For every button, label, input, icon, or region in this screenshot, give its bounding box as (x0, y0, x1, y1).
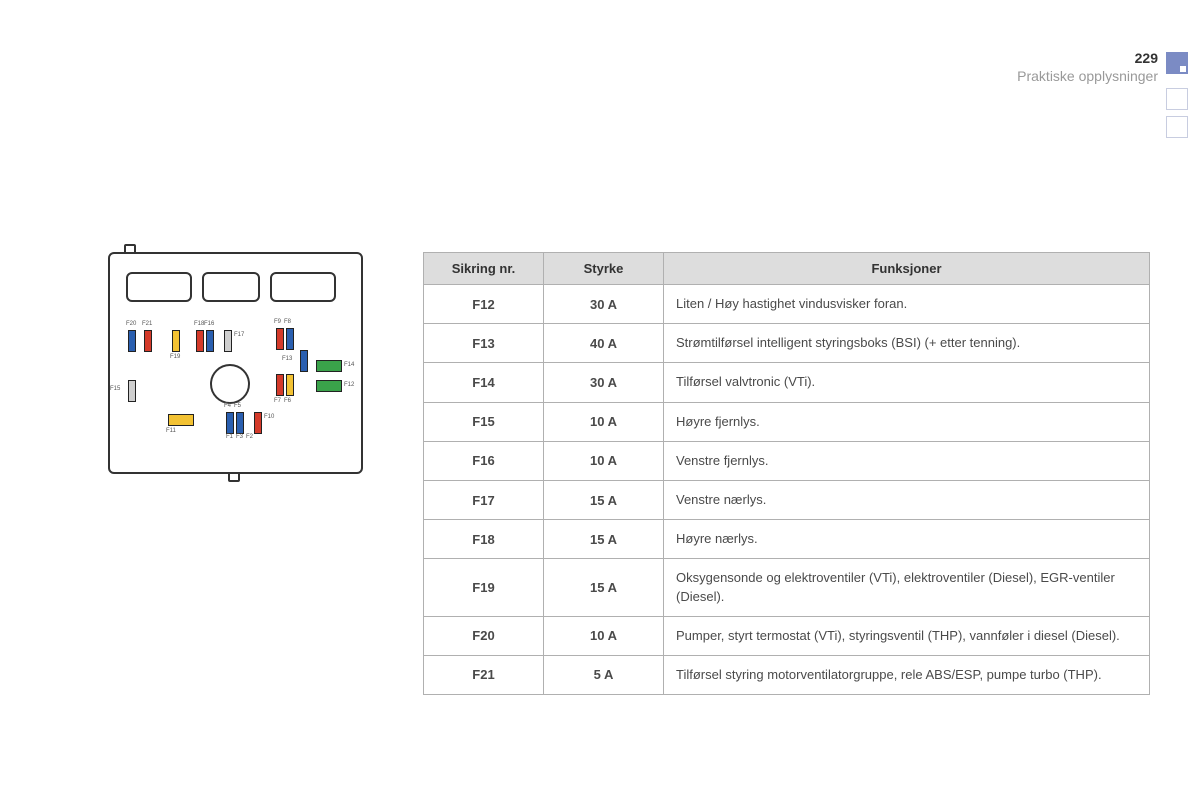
table-header-rating: Styrke (544, 253, 664, 285)
table-header-func: Funksjoner (664, 253, 1150, 285)
fuse-rating: 10 A (544, 616, 664, 655)
fuse-slot (206, 330, 214, 352)
page-number: 229 (1017, 50, 1158, 66)
fuse-slot (276, 374, 284, 396)
fuse-slot (144, 330, 152, 352)
fuse-rating: 10 A (544, 441, 664, 480)
fuse-label: F5 (234, 403, 241, 409)
fuse-rating: 15 A (544, 559, 664, 616)
section-title: Praktiske opplysninger (1017, 68, 1158, 84)
section-marker-1 (1166, 88, 1188, 110)
fuse-label: F9 (274, 319, 281, 325)
fuse-label: F2 (246, 434, 253, 440)
fuse-slot (224, 330, 232, 352)
fuse-function: Venstre nærlys. (664, 480, 1150, 519)
section-marker-2 (1166, 116, 1188, 138)
fuse-label: F20 (126, 321, 136, 327)
fuse-slot (276, 328, 284, 350)
fuse-slot (128, 330, 136, 352)
fuse-rating: 30 A (544, 285, 664, 324)
fusebox-relay-box (126, 272, 192, 302)
fuse-slot (236, 412, 244, 434)
table-header-num: Sikring nr. (424, 253, 544, 285)
fuse-number: F18 (424, 520, 544, 559)
fuse-number: F21 (424, 655, 544, 694)
fuse-label: F11 (166, 428, 176, 434)
fuse-label: F14 (344, 362, 354, 368)
fuse-function: Oksygensonde og elektroventiler (VTi), e… (664, 559, 1150, 616)
fuse-function: Venstre fjernlys. (664, 441, 1150, 480)
fuse-label: F3 (236, 434, 243, 440)
fuse-rating: 10 A (544, 402, 664, 441)
table-row: F1340 AStrømtilførsel intelligent styrin… (424, 324, 1150, 363)
fuse-label: F15 (110, 386, 120, 392)
content-row: F20F21F19F18F16F17F9F8F13F7F6F14F12F15F1… (108, 252, 1150, 695)
fuse-label: F16 (204, 321, 214, 327)
fuse-rating: 40 A (544, 324, 664, 363)
fuse-rating: 5 A (544, 655, 664, 694)
fuse-slot (254, 412, 262, 434)
fuse-slot (286, 374, 294, 396)
fuse-label: F13 (282, 356, 292, 362)
fuse-number: F12 (424, 285, 544, 324)
fuse-label: F6 (284, 398, 291, 404)
fuse-number: F20 (424, 616, 544, 655)
fuse-slot (286, 328, 294, 350)
fuse-function: Høyre nærlys. (664, 520, 1150, 559)
fusebox-screw-bottom (228, 472, 240, 482)
table-row: F2010 APumper, styrt termostat (VTi), st… (424, 616, 1150, 655)
fuse-number: F13 (424, 324, 544, 363)
fuse-label: F7 (274, 398, 281, 404)
fuse-slot (316, 360, 342, 372)
fuse-slot (168, 414, 194, 426)
fuse-slot (226, 412, 234, 434)
table-row: F1230 ALiten / Høy hastighet vindusviske… (424, 285, 1150, 324)
table-row: F1610 AVenstre fjernlys. (424, 441, 1150, 480)
fuse-slot (316, 380, 342, 392)
table-row: F1915 AOksygensonde og elektroventiler (… (424, 559, 1150, 616)
fuse-label: F19 (170, 354, 180, 360)
fuse-table: Sikring nr. Styrke Funksjoner F1230 ALit… (423, 252, 1150, 695)
fuse-rating: 15 A (544, 520, 664, 559)
fuse-label: F10 (264, 414, 274, 420)
fuse-label: F8 (284, 319, 291, 325)
fuse-label: F21 (142, 321, 152, 327)
fuse-label: F1 (226, 434, 233, 440)
fuse-label: F17 (234, 332, 244, 338)
table-row: F1510 AHøyre fjernlys. (424, 402, 1150, 441)
fuse-slot (300, 350, 308, 372)
page-tab-marker-inner (1180, 66, 1186, 72)
fusebox-diagram: F20 F21 F19 F18F16 F17 F9F8 F13 F7F6 F14 F12 F15 F1… (108, 252, 363, 474)
table-row: F1430 ATilførsel valvtronic (VTi). (424, 363, 1150, 402)
fuse-number: F17 (424, 480, 544, 519)
fuse-function: Tilførsel styring motorventilatorgruppe,… (664, 655, 1150, 694)
fuse-label: F18 (194, 321, 204, 327)
fusebox-screw-top (124, 244, 136, 254)
fuse-slot (172, 330, 180, 352)
fuse-function: Tilførsel valvtronic (VTi). (664, 363, 1150, 402)
fuse-number: F14 (424, 363, 544, 402)
page-tab-marker (1166, 52, 1188, 74)
fuse-label: F4 (224, 403, 231, 409)
table-row: F1815 AHøyre nærlys. (424, 520, 1150, 559)
fuse-number: F19 (424, 559, 544, 616)
fusebox-circle (210, 364, 250, 404)
table-row: F215 ATilførsel styring motorventilatorg… (424, 655, 1150, 694)
fuse-number: F15 (424, 402, 544, 441)
fuse-label: F12 (344, 382, 354, 388)
fuse-slot (196, 330, 204, 352)
table-row: F1715 AVenstre nærlys. (424, 480, 1150, 519)
fuse-function: Liten / Høy hastighet vindusvisker foran… (664, 285, 1150, 324)
fuse-slot (128, 380, 136, 402)
page-header: 229 Praktiske opplysninger (1017, 50, 1158, 84)
fusebox-relay-box (202, 272, 260, 302)
fuse-function: Pumper, styrt termostat (VTi), styringsv… (664, 616, 1150, 655)
fuse-function: Høyre fjernlys. (664, 402, 1150, 441)
fusebox-relay-box (270, 272, 336, 302)
table-header-row: Sikring nr. Styrke Funksjoner (424, 253, 1150, 285)
fuse-function: Strømtilførsel intelligent styringsboks … (664, 324, 1150, 363)
fuse-rating: 30 A (544, 363, 664, 402)
fuse-rating: 15 A (544, 480, 664, 519)
fuse-number: F16 (424, 441, 544, 480)
